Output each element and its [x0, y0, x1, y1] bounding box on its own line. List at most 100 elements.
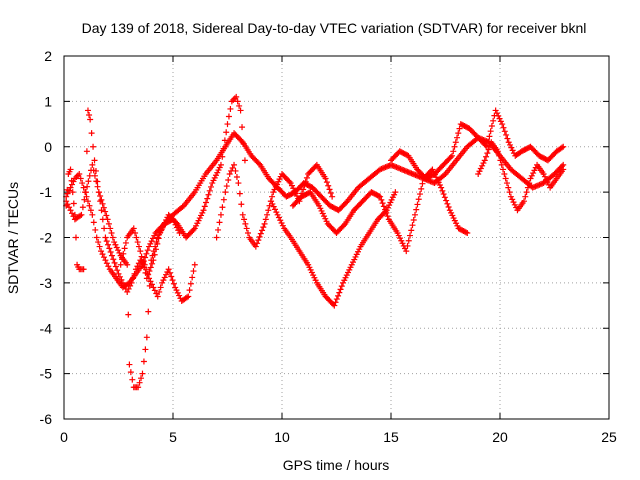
data-point [524, 184, 531, 191]
x-axis-label: GPS time / hours [283, 457, 390, 473]
data-point [134, 239, 141, 246]
data-point [127, 369, 134, 376]
data-point [147, 278, 154, 285]
x-tick-label: 0 [60, 429, 68, 445]
data-point [100, 204, 107, 211]
data-point [67, 184, 74, 191]
data-point [236, 190, 243, 197]
data-point [323, 179, 330, 186]
data-point [232, 167, 239, 174]
data-point [90, 143, 97, 150]
data-point [146, 268, 153, 275]
data-point [477, 165, 484, 172]
data-point [95, 189, 102, 196]
chart-title: Day 139 of 2018, Sidereal Day-to-day VTE… [82, 20, 587, 36]
data-point [150, 284, 157, 291]
data-point [179, 203, 186, 210]
data-point [132, 229, 139, 236]
data-point [485, 146, 492, 153]
data-point [545, 181, 552, 188]
data-point [528, 172, 535, 179]
data-point [76, 170, 83, 177]
data-point [380, 203, 387, 210]
data-point [223, 183, 230, 190]
data-point [497, 118, 504, 125]
data-point [331, 302, 338, 309]
data-point [121, 245, 128, 252]
data-point [322, 175, 329, 182]
x-tick-label: 25 [601, 429, 617, 445]
data-point [83, 148, 90, 155]
data-point [139, 370, 146, 377]
data-point [511, 201, 518, 208]
data-point [416, 191, 423, 198]
data-point [403, 248, 410, 255]
data-point [484, 150, 491, 157]
data-point [404, 242, 411, 249]
data-point [146, 243, 153, 250]
data-point [67, 207, 74, 214]
data-point [409, 222, 416, 229]
data-point [84, 107, 91, 114]
data-point [173, 219, 180, 226]
data-point [107, 249, 114, 256]
data-point [103, 238, 110, 245]
data-point [213, 234, 220, 241]
data-point [64, 190, 71, 197]
data-point [204, 195, 211, 202]
data-point [495, 112, 502, 119]
data-point [77, 212, 84, 219]
data-point [223, 129, 230, 136]
data-point [302, 178, 309, 185]
data-point [485, 138, 492, 145]
data-point [414, 201, 421, 208]
data-point [238, 201, 245, 208]
data-point [146, 282, 153, 289]
data-point [108, 252, 115, 259]
data-point [415, 196, 422, 203]
data-point [70, 200, 77, 207]
data-point [165, 266, 172, 273]
data-point [226, 170, 233, 177]
data-point [86, 202, 93, 209]
data-point [98, 248, 105, 255]
data-point [405, 237, 412, 244]
data-point [452, 139, 459, 146]
data-point [85, 178, 92, 185]
series-arc10 [475, 139, 567, 214]
data-point [82, 189, 89, 196]
data-point [128, 279, 135, 286]
data-point [161, 274, 168, 281]
data-point [332, 299, 339, 306]
series-arc9 [388, 107, 567, 182]
data-point [90, 219, 97, 226]
data-point [91, 157, 98, 164]
data-point [493, 110, 500, 117]
data-point [278, 219, 285, 226]
data-point [235, 180, 242, 187]
data-point [338, 283, 345, 290]
data-point [486, 133, 493, 140]
data-point [91, 172, 98, 179]
data-point [384, 213, 391, 220]
data-point [418, 185, 425, 192]
data-point [173, 287, 180, 294]
data-point [125, 285, 132, 292]
data-point [257, 230, 264, 237]
data-point [117, 261, 124, 268]
data-point [440, 191, 447, 198]
data-point [94, 183, 101, 190]
data-point [260, 224, 267, 231]
data-point [241, 216, 248, 223]
data-point [104, 216, 111, 223]
data-point [217, 161, 224, 168]
data-point [81, 196, 88, 203]
data-point [191, 261, 198, 268]
data-point [157, 284, 164, 291]
data-point [86, 172, 93, 179]
data-point [501, 170, 508, 177]
data-point [131, 270, 138, 277]
data-point [377, 193, 384, 200]
data-point [494, 148, 501, 155]
